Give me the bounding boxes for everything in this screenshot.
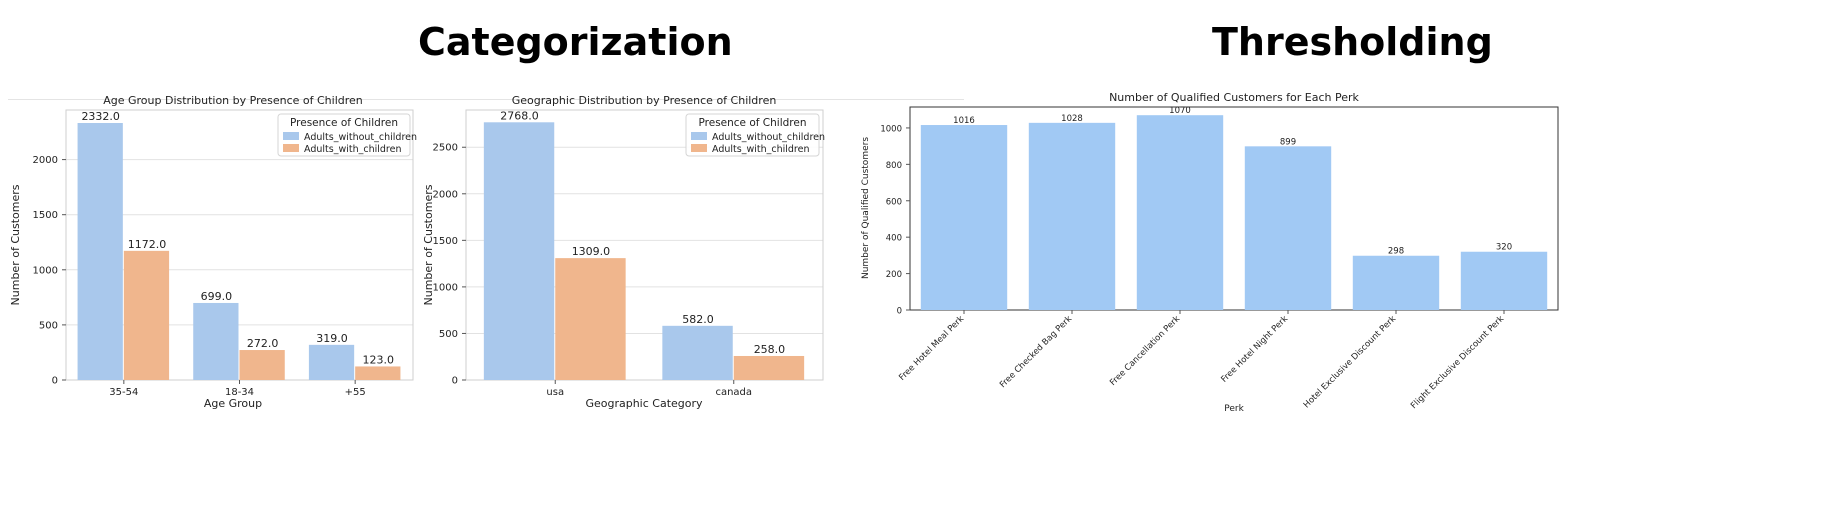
bar-value-label: 319.0 bbox=[316, 332, 348, 345]
x-tick-label: Free Cancellation Perk bbox=[1108, 314, 1182, 388]
x-tick-label: Free Hotel Meal Perk bbox=[897, 314, 966, 383]
y-tick-label: 0 bbox=[52, 376, 58, 387]
bar bbox=[555, 258, 626, 380]
bar bbox=[355, 366, 401, 380]
bar-value-label: 272.0 bbox=[247, 337, 279, 350]
bar-value-label: 258.0 bbox=[754, 343, 786, 356]
y-tick-label: 200 bbox=[886, 270, 902, 280]
y-tick-label: 500 bbox=[39, 320, 58, 331]
bar-value-label: 2332.0 bbox=[81, 110, 120, 123]
bar bbox=[308, 344, 355, 380]
legend-entry: Adults_without_children bbox=[304, 132, 417, 143]
legend-entry: Adults_without_children bbox=[712, 132, 825, 143]
legend-swatch bbox=[691, 132, 707, 140]
bar-value-label: 298 bbox=[1388, 247, 1404, 257]
y-tick-label: 1500 bbox=[33, 210, 58, 221]
bar bbox=[733, 355, 805, 380]
y-tick-label: 400 bbox=[886, 234, 902, 244]
legend-box bbox=[685, 113, 820, 157]
bar bbox=[1460, 251, 1548, 310]
y-tick-label: 1000 bbox=[433, 282, 458, 293]
x-tick-label: Flight Exclusive Discount Perk bbox=[1409, 314, 1506, 411]
x-axis-label: Geographic Category bbox=[585, 397, 703, 410]
bar bbox=[483, 122, 555, 380]
plot-frame bbox=[909, 106, 1559, 311]
x-tick-label: Hotel Exclusive Discount Perk bbox=[1302, 314, 1398, 410]
y-tick-label: 2500 bbox=[433, 143, 458, 154]
x-axis-label: Age Group bbox=[204, 397, 262, 410]
bar bbox=[77, 123, 123, 380]
legend-entry: Adults_with_children bbox=[304, 144, 401, 155]
y-axis-label: Number of Qualified Customers bbox=[861, 137, 871, 279]
x-axis-label: Perk bbox=[1224, 404, 1244, 414]
y-tick-label: 600 bbox=[886, 197, 902, 207]
bar-value-label: 1309.0 bbox=[572, 245, 611, 258]
y-tick-label: 500 bbox=[439, 329, 458, 340]
bar-value-label: 2768.0 bbox=[500, 109, 539, 122]
y-tick-label: 1500 bbox=[433, 236, 458, 247]
y-tick-label: 0 bbox=[897, 307, 902, 317]
bar-value-label: 582.0 bbox=[682, 313, 714, 326]
x-tick-label: 18-34 bbox=[225, 387, 254, 398]
y-tick-label: 2000 bbox=[33, 155, 58, 166]
x-tick-label: usa bbox=[546, 387, 564, 398]
bar-value-label: 899 bbox=[1280, 137, 1296, 147]
thresholding-heading: Thresholding bbox=[1212, 20, 1493, 64]
y-axis-label: Number of Customers bbox=[9, 184, 22, 305]
chart-title: Age Group Distribution by Presence of Ch… bbox=[103, 94, 363, 107]
legend-swatch bbox=[283, 144, 299, 152]
bar bbox=[1136, 115, 1224, 310]
legend-swatch bbox=[283, 132, 299, 140]
x-tick-label: Free Hotel Night Perk bbox=[1219, 314, 1290, 385]
bar-value-label: 1028 bbox=[1061, 114, 1083, 124]
bar bbox=[193, 302, 239, 380]
y-axis-label: Number of Customers bbox=[422, 184, 435, 305]
categorization-heading: Categorization bbox=[418, 20, 733, 64]
bar bbox=[1244, 146, 1332, 310]
bar bbox=[1352, 255, 1440, 310]
legend-swatch bbox=[691, 144, 707, 152]
legend-title: Presence of Children bbox=[290, 117, 398, 129]
y-tick-label: 2000 bbox=[433, 189, 458, 200]
legend-box bbox=[277, 113, 411, 157]
bar-value-label: 1070 bbox=[1169, 106, 1191, 116]
x-tick-label: 35-54 bbox=[109, 387, 138, 398]
y-tick-label: 800 bbox=[886, 161, 902, 171]
bar bbox=[1028, 122, 1116, 310]
bar bbox=[239, 350, 285, 380]
chart-title: Number of Qualified Customers for Each P… bbox=[1109, 91, 1359, 104]
bar-value-label: 320 bbox=[1496, 243, 1512, 253]
divider-line bbox=[8, 99, 964, 100]
x-tick-label: Free Checked Bag Perk bbox=[998, 314, 1074, 390]
chart-title: Geographic Distribution by Presence of C… bbox=[512, 94, 777, 107]
bar bbox=[920, 125, 1008, 310]
y-tick-label: 1000 bbox=[880, 124, 902, 134]
x-tick-label: canada bbox=[715, 387, 752, 398]
legend-entry: Adults_with_children bbox=[712, 144, 809, 155]
y-tick-label: 1000 bbox=[33, 265, 58, 276]
bar-value-label: 123.0 bbox=[363, 353, 395, 366]
legend-title: Presence of Children bbox=[699, 117, 807, 129]
bar-value-label: 1016 bbox=[953, 116, 975, 126]
bar bbox=[662, 325, 733, 380]
x-tick-label: +55 bbox=[345, 387, 366, 398]
plot-frame bbox=[465, 109, 824, 381]
bar-value-label: 1172.0 bbox=[128, 238, 167, 251]
bar-value-label: 699.0 bbox=[201, 290, 233, 303]
bar bbox=[123, 250, 170, 380]
y-tick-label: 0 bbox=[452, 376, 458, 387]
